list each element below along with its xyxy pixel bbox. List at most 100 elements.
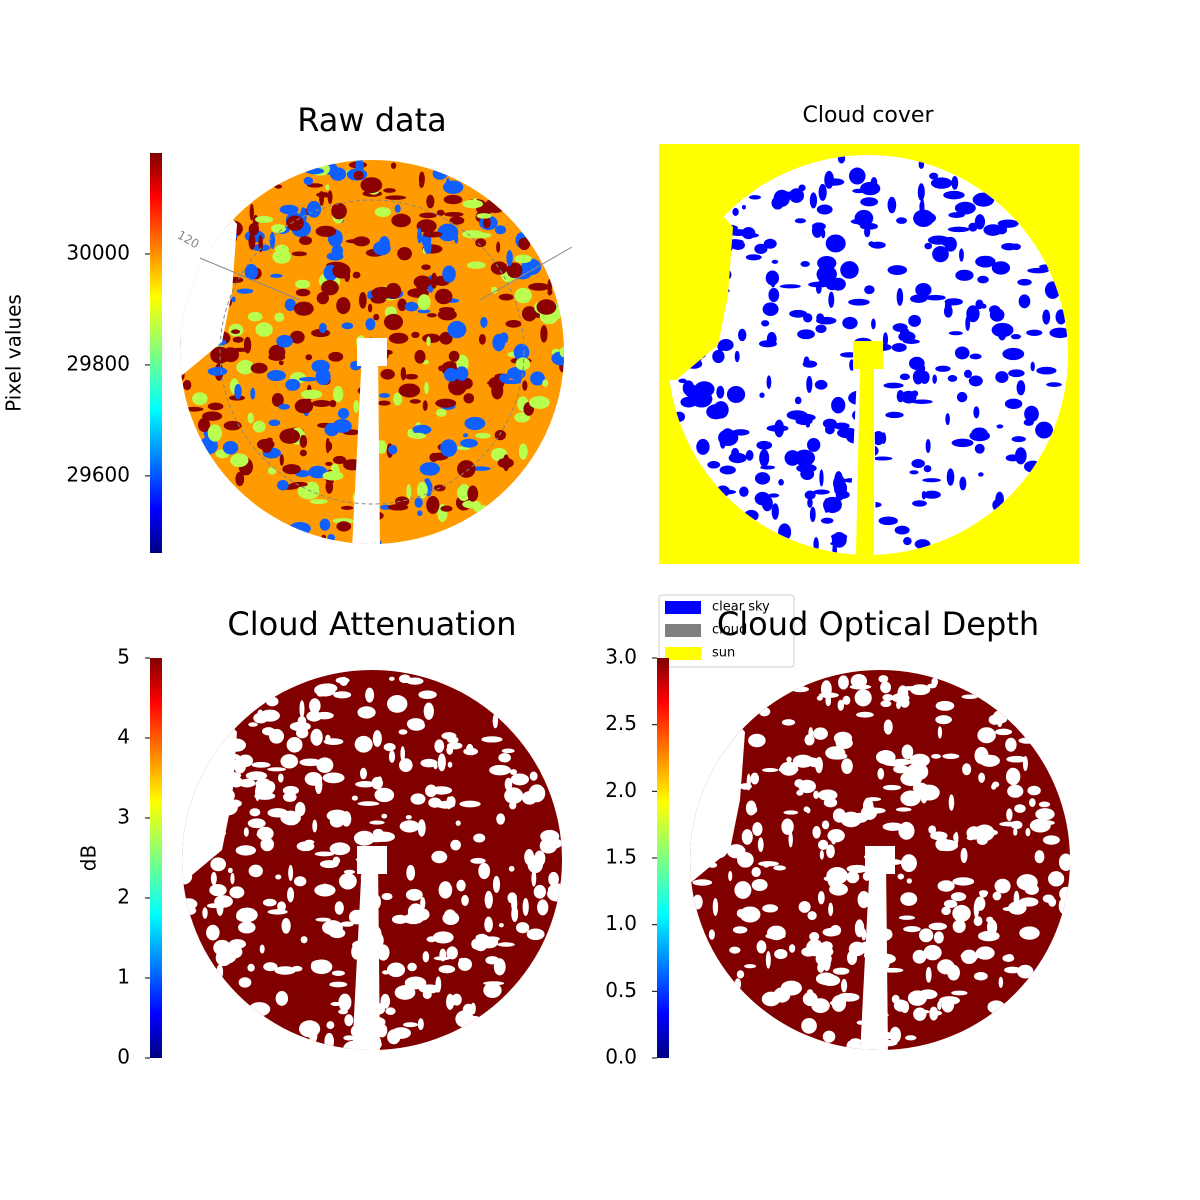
sky-blob [997,324,1007,341]
sky-blob [1006,808,1013,821]
sky-blob [406,484,412,499]
sky-blob [508,865,515,872]
sky-blob [329,842,351,856]
sky-blob [822,927,839,937]
sky-blob [809,506,816,523]
sky-blob [388,750,396,763]
sky-blob [457,483,471,501]
sky-blob [336,521,352,532]
sky-blob [481,736,503,743]
sky-blob [288,864,294,881]
sky-blob [891,342,907,352]
sky-blob [966,305,980,323]
sky-blob [248,233,256,250]
sky-blob [922,478,941,483]
sky-blob [774,949,788,960]
sky-blob [678,378,687,384]
sky-blob [329,981,348,988]
panel-title: Cloud Optical Depth [717,605,1039,643]
sky-blob [413,275,432,289]
sky-blob [483,981,505,986]
sky-blob [766,332,777,346]
sky-blob [1042,835,1060,845]
sky-blob [804,734,815,746]
sky-blob [214,895,233,908]
sky-blob [807,497,813,508]
sky-blob [707,461,721,469]
sky-blob [467,485,479,502]
sky-blob [813,727,828,740]
sky-blob [818,183,827,201]
sky-blob [794,449,816,467]
sky-blob [1026,329,1043,336]
sky-blob [263,962,278,972]
sky-blob [548,871,559,887]
sky-blob [416,481,428,499]
sky-blob [279,453,284,466]
sky-blob [995,491,1004,508]
sky-blob [496,241,501,253]
sky-blob [206,924,220,941]
sky-blob [244,263,258,280]
sky-blob [1025,828,1031,837]
sky-blob [1035,808,1055,821]
sky-blob [184,406,204,412]
sky-blob [431,786,453,795]
sky-blob [324,1032,335,1050]
sky-blob [513,343,530,361]
sky-blob [287,887,295,903]
sky-blob [547,278,552,296]
sky-blob [438,965,456,974]
sky-blob [817,962,825,973]
sky-blob [377,400,391,406]
sky-blob [393,392,403,406]
sky-blob [822,953,831,972]
sky-blob [937,880,955,892]
colorbar [150,153,162,553]
sky-blob [291,965,303,972]
sky-blob [230,872,235,885]
sky-blob [978,472,984,477]
sky-blob [325,184,330,191]
sky-blob [842,695,851,705]
shadow-arm [865,846,895,874]
sky-blob [540,325,548,343]
sky-blob [399,820,420,833]
sky-blob [494,225,507,235]
shadow-band [352,860,380,1050]
sky-blob [437,309,457,321]
sky-blob [918,989,938,1000]
sky-blob [971,427,988,439]
sky-blob [411,331,420,339]
colorbar-tick-label: 0.5 [605,978,637,1002]
sky-blob [501,748,515,754]
sky-blob [806,375,813,394]
sky-blob [531,869,537,887]
sky-blob [255,322,273,337]
sky-blob [961,694,979,700]
sky-blob [424,478,431,483]
sky-blob [338,1009,348,1015]
sky-blob [941,906,951,916]
sky-blob [455,366,469,381]
sky-blob [269,232,276,250]
sky-blob [975,946,995,960]
polar-angle-label: 120 [175,228,202,252]
sky-blob [360,177,383,194]
sky-blob [248,1002,271,1017]
sky-blob [437,223,459,242]
sky-blob [405,888,423,901]
sky-blob [245,771,268,781]
sky-blob [353,399,359,413]
sky-blob [786,756,792,763]
sky-blob [426,194,435,209]
sky-blob [1002,954,1015,962]
sky-blob [974,746,989,765]
sky-blob [893,764,909,774]
sky-blob [822,418,837,429]
sky-blob [417,510,423,517]
sky-blob [978,772,986,783]
sky-blob [820,941,833,952]
sky-blob [265,781,276,793]
panel-title: Cloud Attenuation [227,605,516,643]
